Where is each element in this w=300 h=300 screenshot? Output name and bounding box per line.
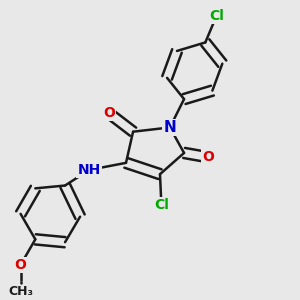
Text: O: O xyxy=(15,258,26,272)
Text: O: O xyxy=(103,106,115,120)
Text: NH: NH xyxy=(77,163,101,177)
Text: O: O xyxy=(202,150,214,164)
Text: Cl: Cl xyxy=(154,198,169,212)
Text: CH₃: CH₃ xyxy=(8,285,33,298)
Text: methoxy: methoxy xyxy=(17,281,24,283)
Text: N: N xyxy=(164,120,176,135)
Text: Cl: Cl xyxy=(209,8,224,22)
